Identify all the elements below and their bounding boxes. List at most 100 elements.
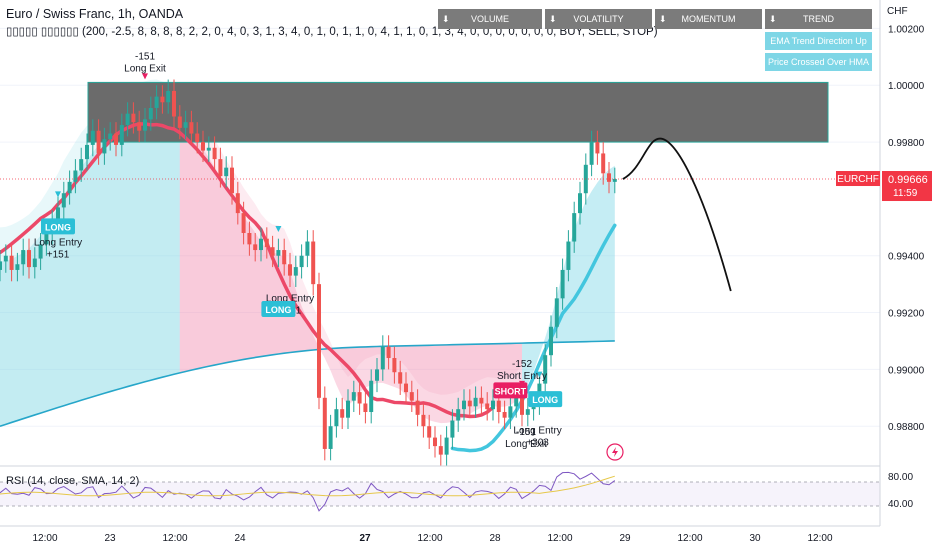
candle-body: [496, 400, 501, 413]
candle: [456, 397, 461, 432]
price-axis-bg: [880, 0, 932, 550]
candle: [9, 244, 14, 282]
candle-body: [450, 420, 455, 438]
candle: [27, 238, 31, 279]
candle-body: [346, 400, 350, 418]
candle-body: [612, 179, 617, 182]
candle: [340, 397, 345, 430]
candle: [491, 389, 495, 421]
candle: [247, 221, 252, 256]
candle-body: [3, 255, 8, 262]
candle: [380, 335, 385, 381]
panel-trend[interactable]: ⬇ TREND: [765, 9, 872, 29]
hma-line: [0, 122, 495, 419]
panel-momentum[interactable]: ⬇ MOMENTUM: [655, 9, 762, 29]
candle: [288, 252, 292, 287]
arrow-marker: [536, 371, 543, 378]
candle-body: [317, 284, 321, 398]
candle: [305, 230, 310, 268]
candle: [485, 392, 490, 421]
candle-body: [589, 142, 594, 165]
candle-body: [299, 255, 304, 268]
candle: [409, 380, 414, 413]
arrow-marker: [142, 73, 148, 80]
candle: [334, 397, 339, 438]
time-tick-label: 12:00: [162, 533, 187, 544]
candle: [612, 167, 617, 194]
candle-body: [125, 113, 130, 126]
price-tick-label: 1.00200: [888, 24, 925, 35]
lightning-glyph: [612, 447, 618, 457]
candle: [392, 346, 397, 384]
candle: [589, 130, 594, 177]
candle-body: [560, 269, 565, 299]
time-tick-label: 12:00: [677, 533, 702, 544]
rsi-label: RSI (14, close, SMA, 14, 2): [6, 475, 139, 487]
price-tick-label: 0.99200: [888, 309, 925, 320]
rsi-tick-label: 40.00: [888, 499, 913, 510]
candle-body: [172, 90, 176, 117]
currency-label: CHF: [887, 6, 908, 17]
candle: [346, 389, 350, 430]
candle: [85, 133, 89, 171]
candle-body: [404, 383, 408, 393]
signal-badge-label: LONG: [265, 305, 291, 315]
candle-body: [543, 355, 548, 384]
candle: [282, 238, 287, 276]
candle: [438, 434, 443, 466]
symbol-price-tag: EURCHF 0.99666 11:59: [836, 171, 932, 202]
candle: [102, 127, 107, 165]
candle-body: [108, 133, 113, 140]
candle: [119, 113, 124, 157]
candle: [212, 136, 217, 171]
chevron-down-icon: ⬇: [549, 14, 557, 24]
symbol-tag-bg: [836, 171, 880, 187]
candle-body: [444, 437, 449, 455]
candle: [351, 380, 356, 413]
candle: [270, 235, 275, 268]
signal-badge: LONG: [41, 218, 75, 235]
candle-body: [380, 346, 385, 370]
candle-body: [96, 130, 101, 154]
countdown-label: 11:59: [893, 188, 918, 199]
candle: [578, 181, 582, 225]
candle-body: [241, 213, 246, 233]
candle-body: [491, 400, 495, 410]
panel-volume[interactable]: ⬇ VOLUME: [438, 9, 542, 29]
candle-body: [160, 96, 165, 103]
panel-momentum-label: MOMENTUM: [681, 14, 736, 24]
annotation-line2: Long Exit: [505, 439, 547, 450]
candle: [357, 380, 362, 415]
candle-body: [566, 241, 571, 270]
candle-body: [363, 403, 368, 413]
candle-body: [554, 298, 559, 327]
candle: [386, 335, 391, 370]
annotation-line2: Long Exit: [124, 63, 166, 74]
candle-body: [334, 409, 339, 427]
chart-title: Euro / Swiss Franc, 1h, OANDA: [6, 7, 184, 21]
signal-badge-bg: [261, 301, 296, 318]
candle: [473, 386, 478, 418]
time-tick-label: 12:00: [417, 533, 442, 544]
candle: [502, 400, 507, 430]
candle: [195, 122, 200, 154]
candle-body: [340, 409, 345, 418]
signal-badge: LONG: [261, 301, 296, 318]
time-tick-label: 12:00: [807, 533, 832, 544]
candle-body: [189, 122, 194, 134]
candle: [427, 414, 432, 449]
candle: [235, 181, 240, 225]
candle-body: [601, 153, 606, 174]
candle: [572, 201, 577, 253]
symbol-tag-label: EURCHF: [837, 174, 879, 185]
annotation-line1: Long Entry: [34, 237, 82, 248]
candle: [276, 238, 281, 268]
panel-volatility[interactable]: ⬇ VOLATILITY: [545, 9, 652, 29]
candle: [73, 159, 78, 194]
candle-body: [247, 233, 252, 245]
candle-body: [119, 125, 124, 145]
candle: [154, 85, 159, 120]
price-tick-label: 1.00000: [888, 81, 925, 92]
forecast-curve: [622, 137, 732, 292]
